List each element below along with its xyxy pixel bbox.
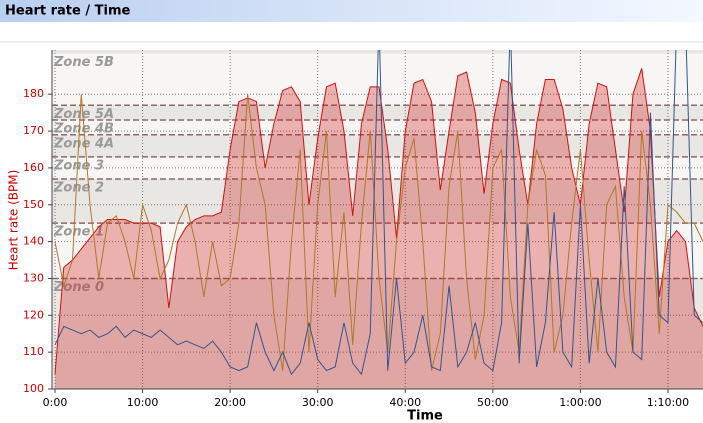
zone-band	[52, 278, 703, 389]
title-bar	[0, 0, 703, 22]
x-tick-label: 1:00:00	[559, 396, 601, 409]
x-tick-label: 0:00	[43, 396, 68, 409]
zone-band	[52, 105, 703, 121]
y-tick-label: 160	[23, 161, 44, 174]
x-tick-label: 30:00	[302, 396, 334, 409]
y-tick-label: 110	[23, 345, 44, 358]
y-tick-label: 100	[23, 382, 44, 395]
y-tick-label: 130	[23, 271, 44, 284]
y-tick-label: 150	[23, 198, 44, 211]
zone-label: Zone 3	[53, 158, 104, 173]
x-tick-label: 1:10:00	[647, 396, 689, 409]
y-tick-label: 180	[23, 87, 44, 100]
series-line	[54, 50, 703, 376]
y-axis-label: Heart rate (BPM)	[7, 170, 21, 271]
area	[55, 68, 703, 389]
zone-label: Zone 5A	[53, 107, 114, 122]
zone-label: Zone 4A	[53, 136, 114, 151]
zone-band	[52, 134, 703, 157]
zone-bands	[52, 50, 703, 389]
chart-title: Heart rate / Time	[5, 4, 131, 19]
axes: 100 110 120 130 140 150 160 170 180 0:00 10:00 20:0…	[23, 50, 703, 409]
zone-label: Zone 0	[53, 280, 104, 295]
x-tick-label: 40:00	[389, 396, 421, 409]
series-line	[54, 68, 703, 375]
zone-band	[52, 156, 703, 179]
zone-band	[52, 50, 703, 54]
zone-band	[52, 178, 703, 224]
x-tick-label: 20:00	[214, 396, 246, 409]
y-tick-label: 140	[23, 235, 44, 248]
x-tick-label: 10:00	[127, 396, 159, 409]
series-line	[54, 94, 703, 371]
x-axis-label: Time	[407, 409, 443, 423]
zone-label: Zone 4B	[53, 122, 114, 137]
y-tick-label: 170	[23, 124, 44, 137]
x-tick-label: 50:00	[477, 396, 509, 409]
zone-label: Zone 5B	[53, 55, 114, 70]
y-tick-label: 120	[23, 308, 44, 321]
zone-label: Zone 2	[53, 180, 104, 195]
